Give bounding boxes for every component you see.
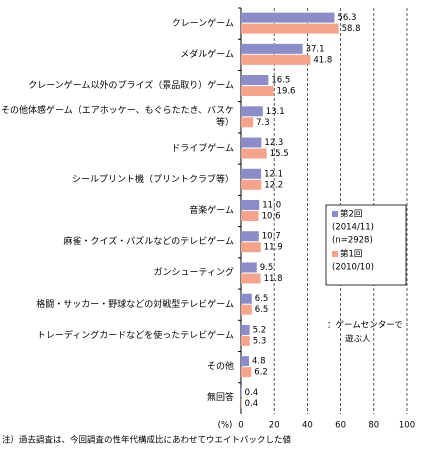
bar [241, 86, 274, 97]
value-label: 12.2 [264, 180, 283, 190]
bar [241, 398, 242, 409]
value-label: 6.5 [255, 294, 269, 304]
bar [241, 356, 249, 367]
bar [241, 304, 252, 315]
bar [241, 387, 242, 398]
value-label: 12.3 [264, 138, 283, 148]
bar [241, 75, 269, 86]
value-label: 6.5 [255, 305, 269, 315]
bar [241, 262, 257, 273]
x-tick-label: 60 [335, 421, 346, 431]
annotation: 遊ぶ人 [345, 334, 371, 345]
value-label: 41.8 [313, 55, 332, 65]
bar [241, 148, 267, 159]
value-label: 19.6 [277, 87, 296, 97]
bar [241, 242, 261, 253]
value-label: 10.7 [262, 232, 281, 242]
legend-n: (n=2928) [332, 236, 373, 246]
bar [241, 335, 250, 346]
bar [241, 211, 259, 221]
x-tick-label: 40 [302, 421, 313, 431]
value-label: 10.6 [262, 212, 281, 222]
value-label: 11.9 [264, 243, 283, 253]
value-label: 7.3 [256, 118, 270, 128]
category-label: 無回答 [206, 393, 234, 404]
x-tick-label: 80 [368, 421, 379, 431]
category-label: その他 [206, 362, 234, 373]
x-tick-label: 100 [399, 421, 415, 431]
bar [241, 137, 262, 148]
bar [241, 367, 252, 378]
legend-box [325, 204, 407, 286]
value-label: 11.8 [264, 274, 283, 284]
bar [241, 200, 260, 210]
annotation: ：ゲームセンターで [327, 320, 403, 331]
category-label: ドライブゲーム [171, 143, 234, 154]
category-label: 格闘・サッカー・野球などの対戦型テレビゲーム [36, 299, 234, 310]
category-label: トレーディングカードなどを使ったテレビゲーム [36, 330, 234, 341]
value-label: 0.4 [245, 388, 259, 398]
category-label: その他体感ゲーム（エアホッケー、もぐらたたき、バスケ等） [0, 106, 234, 129]
category-label: クレーンゲーム [171, 18, 234, 29]
value-label: 58.8 [342, 24, 361, 34]
value-label: 15.5 [270, 149, 289, 159]
bar [241, 231, 259, 242]
legend-period: (2010/10) [332, 263, 374, 273]
bar [241, 324, 250, 335]
bar [241, 54, 311, 65]
value-label: 12.1 [264, 169, 283, 179]
x-tick-label: 0 [238, 421, 243, 431]
value-label: 6.2 [254, 368, 268, 378]
legend-label: 第2回 [340, 209, 362, 220]
bar [241, 273, 261, 284]
value-label: 4.8 [252, 357, 266, 367]
legend-swatch [332, 251, 338, 257]
legend-label: 第1回 [340, 249, 362, 260]
category-label: シールプリント機（プリントクラブ等） [71, 174, 234, 185]
bar [241, 12, 335, 23]
footnote: 注）過去調査は、今回調査の性年代構成比にあわせてウエイトバックした値 [2, 435, 292, 446]
category-label: 麻雀・クイズ・パズルなどのテレビゲーム [63, 237, 234, 248]
bar [241, 293, 252, 304]
value-label: 56.3 [337, 13, 356, 23]
value-label: 11.0 [262, 201, 281, 211]
bar [241, 168, 262, 179]
bar [241, 179, 262, 190]
value-label: 16.5 [271, 76, 290, 86]
category-label: 音楽ゲーム [189, 206, 234, 216]
bar [241, 117, 254, 128]
bar [241, 43, 303, 54]
value-label: 0.4 [245, 399, 259, 409]
value-label: 5.2 [253, 325, 267, 335]
category-label: クレーンゲーム以外のプライズ（景品取り）ゲーム [28, 81, 234, 92]
value-label: 13.1 [266, 107, 285, 117]
legend-period: (2014/11) [332, 223, 374, 233]
bar [241, 106, 263, 117]
category-label: メダルゲーム [180, 49, 234, 60]
bar [241, 23, 339, 34]
legend-swatch [332, 211, 338, 217]
value-label: 37.1 [306, 44, 325, 54]
category-label: ガンシューティング [153, 268, 234, 279]
value-label: 5.3 [253, 336, 267, 346]
value-label: 9.5 [260, 263, 274, 273]
x-unit: (%) [218, 421, 233, 431]
x-tick-label: 20 [269, 421, 280, 431]
